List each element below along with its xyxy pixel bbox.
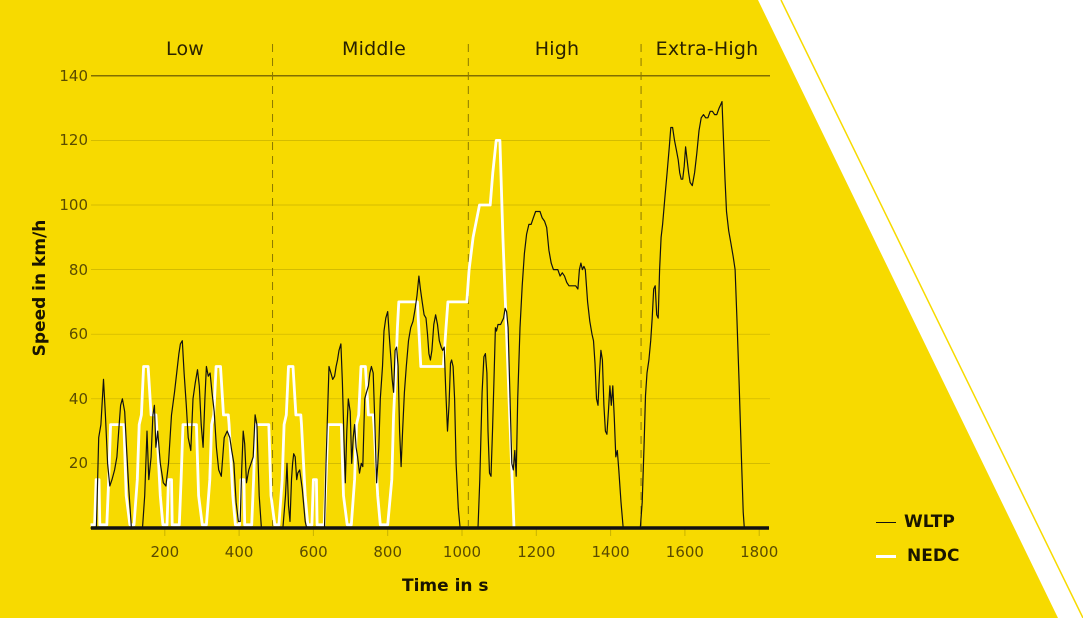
y-tick-label: 100 [59,196,88,214]
y-tick-label: 140 [59,66,88,85]
wltp-series-line [90,100,745,529]
x-tick-label: 200 [150,543,180,561]
legend-label-wltp: WLTP [904,512,955,532]
legend-item-nedc: NEDC [876,546,959,566]
gridlines [91,75,770,464]
y-tick-label: 60 [68,325,88,344]
nedc-swatch-icon [876,554,896,558]
x-tick-label: 1000 [442,543,482,561]
x-tick-label: 1800 [740,543,779,561]
x-tick-label: 1400 [591,543,630,561]
x-tick-label: 400 [224,543,254,561]
legend-item-wltp: WLTP [876,512,955,532]
x-axis-title: Time in s [402,576,489,596]
x-tick-label: 800 [373,543,403,561]
y-tick-label: 80 [68,260,88,279]
phase-label-middle: Middle [342,38,406,60]
x-tick-label: 1600 [665,543,704,561]
wltp-swatch-icon [876,521,896,523]
nedc-series-line [90,138,516,529]
legend-label-nedc: NEDC [907,546,960,566]
phase-label-low: Low [165,38,205,60]
y-tick-label: 120 [59,131,88,150]
x-tick-label: 1200 [517,543,556,561]
phase-label-extra-high: Extra-High [655,38,759,60]
y-axis-title: Speed in km/h [30,219,50,357]
x-tick-label: 600 [299,543,328,561]
phase-label-high: High [534,38,580,60]
diagonal-accent-line [780,0,1083,618]
y-tick-label: 20 [68,454,88,473]
y-tick-label: 40 [68,389,88,408]
